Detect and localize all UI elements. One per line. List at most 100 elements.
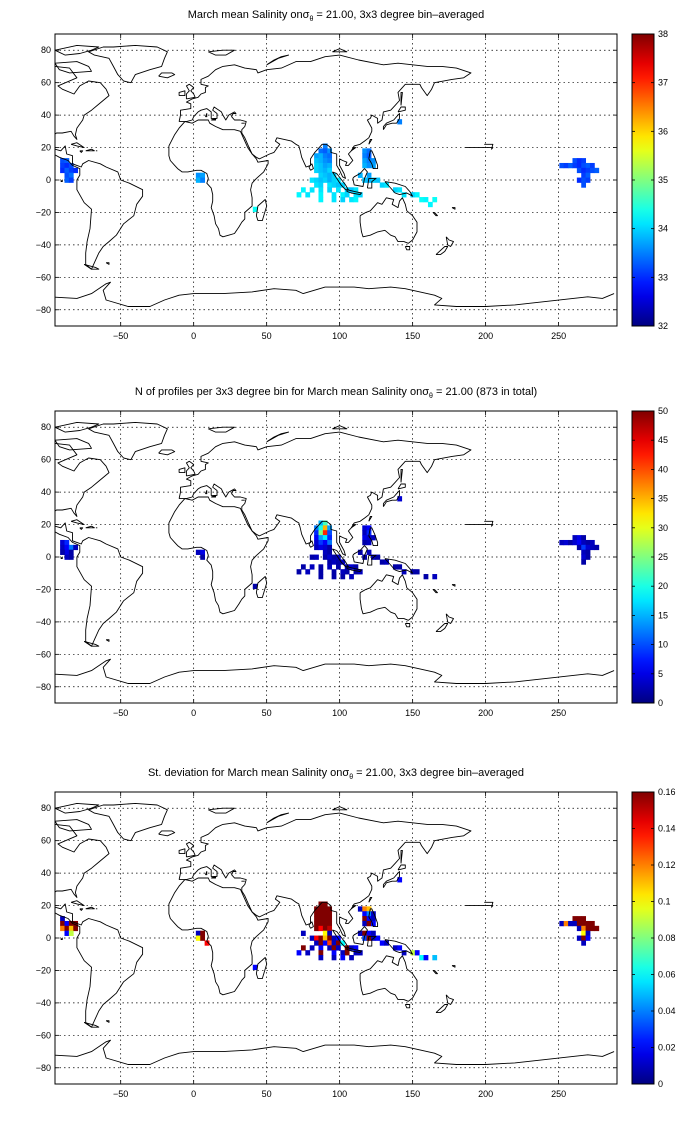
data-bin [68, 172, 74, 178]
data-bin [366, 920, 372, 927]
coastline [346, 566, 362, 573]
colorbar-tick-label: 5 [658, 669, 663, 679]
coastline [352, 926, 368, 945]
data-bin [200, 935, 206, 941]
coastline [168, 119, 269, 238]
data-bin [300, 564, 306, 570]
data-bin [327, 930, 333, 936]
data-bin [379, 182, 385, 188]
data-bin [327, 935, 333, 941]
data-bin [392, 187, 398, 193]
coastline [178, 812, 472, 937]
data-bin [572, 535, 578, 541]
x-tick-label: −50 [113, 1089, 128, 1099]
coastline [432, 969, 438, 975]
coastline [432, 211, 438, 217]
coastline [404, 246, 411, 251]
data-bin [327, 153, 333, 159]
data-bin [322, 925, 328, 932]
data-bin [327, 920, 333, 927]
data-bin [371, 158, 376, 164]
x-tick-label: 250 [551, 1089, 566, 1099]
data-bin [318, 569, 324, 575]
coastline [266, 431, 290, 443]
data-bin [589, 539, 595, 546]
coastline [384, 558, 414, 574]
data-bin [410, 192, 416, 198]
colorbar-tick-label: 0.02 [658, 1043, 676, 1053]
data-bin [318, 148, 324, 154]
data-bin [300, 930, 306, 936]
data-bin [585, 167, 591, 174]
x-tick-label: 100 [332, 331, 347, 341]
data-bin [327, 182, 333, 188]
data-bin [318, 197, 324, 203]
data-bin [581, 920, 587, 927]
data-bin [371, 930, 376, 936]
data-bin [392, 945, 398, 951]
coastline [308, 921, 314, 929]
data-bin [318, 920, 324, 927]
data-bin [68, 549, 74, 555]
data-bin [384, 940, 389, 946]
data-bin [318, 925, 324, 932]
y-tick-label: −60 [36, 649, 51, 659]
colorbar-tick-label: 0.06 [658, 970, 676, 980]
coastline [178, 431, 472, 556]
data-bin [68, 554, 74, 560]
colorbar-tick-label: 45 [658, 435, 668, 445]
coastline [432, 588, 438, 594]
data-bin [362, 535, 368, 541]
data-bin [432, 955, 438, 961]
data-bin [357, 906, 363, 912]
data-bin [327, 187, 333, 193]
data-bin [322, 554, 328, 560]
data-bin [64, 920, 70, 927]
data-bin [362, 148, 368, 154]
coastline [204, 490, 208, 495]
data-bin [322, 930, 328, 936]
data-bin [318, 162, 324, 169]
data-bin [314, 916, 319, 922]
coastline [60, 179, 63, 183]
data-bin [340, 182, 346, 188]
coastline [352, 545, 368, 564]
coastline [178, 90, 186, 97]
title-text: N of profiles per 3x3 degree bin for Mar… [135, 386, 422, 398]
colorbar-tick-label: 40 [658, 464, 668, 474]
coastline [168, 496, 269, 615]
data-bin [589, 925, 595, 932]
data-bin [384, 559, 389, 565]
data-bin [322, 167, 328, 174]
coastline [382, 871, 400, 888]
coastline [55, 65, 144, 270]
x-tick-label: 150 [405, 1089, 420, 1099]
data-bin [423, 955, 429, 961]
data-bin [64, 167, 70, 174]
data-bin [200, 930, 206, 936]
coastline [397, 864, 406, 871]
data-bin [371, 911, 376, 917]
coastline [308, 163, 314, 171]
coastline [435, 623, 449, 633]
title-sigma: σ [303, 9, 310, 21]
coastline [55, 819, 92, 832]
data-bin [340, 574, 346, 580]
data-bin [68, 544, 74, 551]
coastline [60, 556, 63, 560]
data-bin [195, 549, 201, 555]
data-bin [318, 525, 324, 531]
data-bin [371, 162, 376, 169]
y-tick-label: 40 [41, 487, 51, 497]
data-bin [314, 539, 319, 546]
data-bin [252, 583, 258, 590]
coastline [178, 467, 186, 474]
data-bin [318, 906, 324, 912]
coastline [366, 935, 377, 947]
data-bin [366, 549, 372, 555]
data-bin [314, 925, 319, 932]
colorbar-tick-label: 35 [658, 175, 668, 185]
data-bin [362, 906, 368, 912]
data-bin [392, 564, 398, 570]
map-panel-1: −50 0 50 100 150 200 250 −80 −60 −40 −20 0 20 40 60 80 M… [36, 9, 668, 341]
